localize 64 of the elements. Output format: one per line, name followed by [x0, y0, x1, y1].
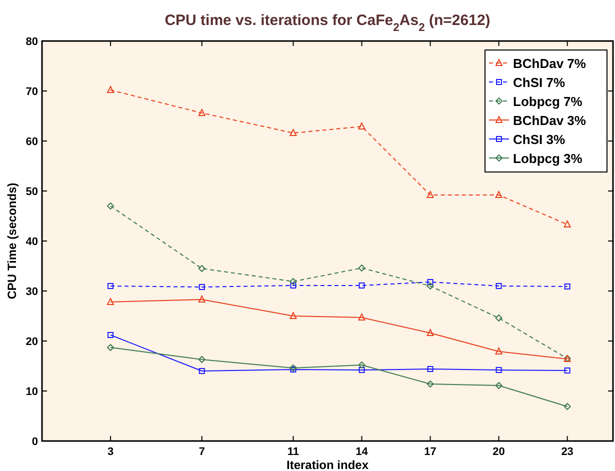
point — [198, 368, 205, 374]
y-tick-label: 40 — [26, 236, 38, 248]
point — [358, 314, 366, 320]
point — [107, 202, 114, 210]
point — [426, 282, 434, 290]
point — [107, 344, 114, 351]
point — [496, 283, 502, 289]
point — [198, 356, 206, 363]
point — [495, 191, 502, 198]
y-tick-label: 80 — [26, 36, 38, 48]
x-tick-label: 3 — [107, 446, 114, 458]
y-tick-label: 10 — [26, 386, 38, 398]
x-tick-label: 14 — [356, 446, 369, 458]
point — [427, 279, 434, 285]
point — [427, 366, 434, 372]
y-tick-label: 50 — [26, 186, 38, 198]
legend-label: BChDav 7% — [513, 56, 586, 71]
point — [495, 348, 502, 354]
point — [107, 86, 114, 93]
point — [290, 282, 296, 288]
y-tick-label: 70 — [26, 86, 38, 98]
point — [108, 332, 114, 338]
point — [198, 109, 206, 116]
point — [564, 284, 570, 290]
point — [496, 367, 502, 373]
x-tick-label: 20 — [492, 446, 505, 458]
x-axis-title: Iteration index — [286, 458, 369, 471]
point — [426, 329, 434, 336]
point — [198, 265, 206, 272]
point — [290, 129, 297, 136]
point — [198, 284, 205, 290]
point — [358, 367, 365, 373]
point — [426, 191, 434, 198]
x-tick-label: 7 — [198, 446, 205, 458]
x-tick-label: 17 — [424, 446, 436, 458]
point — [495, 382, 502, 389]
point — [290, 278, 297, 285]
y-tick-label: 20 — [26, 336, 38, 348]
point — [358, 362, 366, 368]
y-tick-label: 60 — [26, 136, 38, 148]
legend-label: Lobpcg 3% — [513, 151, 583, 166]
legend-label: Lobpcg 7% — [513, 94, 583, 109]
point — [564, 368, 570, 374]
y-tick-label: 30 — [26, 286, 38, 298]
x-tick-label: 23 — [561, 446, 574, 458]
point — [290, 366, 296, 372]
point — [564, 220, 571, 228]
point — [198, 296, 206, 302]
point — [358, 122, 366, 130]
x-tick-label: 11 — [287, 446, 300, 458]
y-tick-label: 0 — [32, 436, 38, 448]
point — [290, 312, 297, 319]
point — [108, 283, 114, 289]
legend-label: ChSI 7% — [513, 75, 566, 90]
point — [107, 298, 114, 305]
y-axis-title: CPU Time (seconds) — [5, 182, 19, 300]
legend-label: ChSI 3% — [513, 132, 566, 147]
point — [495, 314, 502, 322]
point — [358, 282, 365, 288]
legend-label: BChDav 3% — [513, 113, 586, 128]
point — [426, 380, 434, 388]
point — [358, 264, 366, 272]
chart-title: CPU time vs. iterations for CaFe$_{2}$As$_{2}$ (n=2612) — [164, 12, 490, 34]
point — [564, 403, 571, 410]
